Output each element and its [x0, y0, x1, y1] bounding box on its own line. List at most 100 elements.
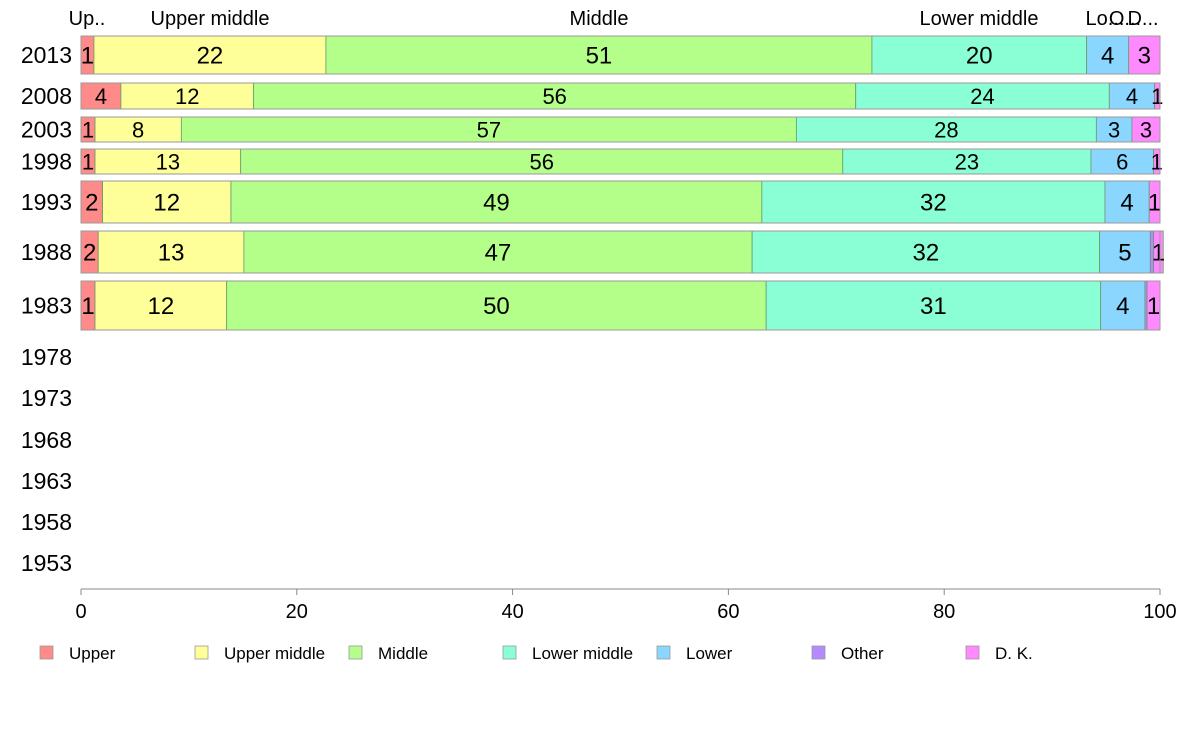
- segment-value-label: 2: [85, 190, 98, 217]
- segment-value-label: 6: [1116, 149, 1128, 174]
- x-tick-label: 40: [501, 601, 523, 623]
- legend-label: D. K.: [995, 644, 1033, 663]
- legend-label: Upper: [69, 644, 116, 663]
- segment-value-label: 4: [1116, 293, 1129, 320]
- year-label: 1958: [21, 509, 72, 535]
- legend-label: Other: [841, 644, 884, 663]
- segment-value-label: 56: [542, 84, 566, 109]
- year-label: 1998: [21, 149, 72, 175]
- x-tick-label: 100: [1143, 601, 1176, 623]
- segment-value-label: 1: [1151, 149, 1163, 174]
- segment-value-label: 28: [934, 117, 958, 142]
- segment-value-label: 20: [966, 43, 993, 70]
- segment-value-label: 12: [175, 84, 199, 109]
- bar-segment: [94, 148, 242, 175]
- bar-segment: [795, 116, 1097, 143]
- bar-segment: [1090, 148, 1154, 175]
- top-series-label: Middle: [570, 8, 629, 30]
- legend-swatch: [965, 645, 980, 660]
- legend-swatch: [348, 645, 363, 660]
- segment-value-label: 1: [1151, 84, 1163, 109]
- segment-value-label: 23: [955, 149, 979, 174]
- segment-value-label: 1: [1147, 293, 1160, 320]
- segment-value-label: 12: [147, 293, 174, 320]
- legend-label: Lower: [686, 644, 733, 663]
- bar-segment: [240, 148, 844, 175]
- legend-swatch: [502, 645, 517, 660]
- segment-value-label: 1: [81, 293, 94, 320]
- top-series-label: Upper middle: [151, 8, 270, 30]
- segment-value-label: 4: [95, 84, 107, 109]
- segment-value-label: 2: [83, 240, 96, 267]
- bar-segment: [230, 180, 763, 224]
- bar-segment: [253, 82, 857, 110]
- year-label: 1978: [21, 344, 72, 370]
- segment-value-label: 12: [153, 190, 180, 217]
- legend-swatch: [811, 645, 826, 660]
- segment-value-label: 4: [1120, 190, 1133, 217]
- segment-value-label: 3: [1108, 117, 1120, 142]
- bar-outline: [80, 180, 1161, 224]
- top-series-label: O...: [1109, 8, 1141, 30]
- segment-value-label: 3: [1138, 43, 1151, 70]
- segment-value-label: 1: [1152, 240, 1165, 267]
- bar-outline: [80, 82, 1161, 110]
- segment-value-label: 32: [913, 240, 940, 267]
- bar-outline: [80, 148, 1161, 175]
- x-tick-label: 20: [286, 601, 308, 623]
- top-series-label: D...: [1127, 8, 1158, 30]
- bar-segment: [94, 116, 182, 143]
- bar-segment: [325, 35, 873, 75]
- segment-value-label: 4: [1126, 84, 1138, 109]
- legend-label: Lower middle: [532, 644, 633, 663]
- bar-segment: [765, 280, 1102, 331]
- bar-segment: [102, 180, 232, 224]
- bar-outline: [80, 35, 1161, 75]
- x-tick-label: 0: [75, 601, 86, 623]
- year-label: 1983: [21, 293, 72, 319]
- segment-value-label: 24: [970, 84, 994, 109]
- top-series-label: Lower middle: [920, 8, 1039, 30]
- year-label: 2003: [21, 117, 72, 143]
- segment-value-label: 8: [132, 117, 144, 142]
- segment-value-label: 32: [920, 190, 947, 217]
- segment-value-label: 1: [82, 117, 94, 142]
- year-label: 2008: [21, 83, 72, 109]
- segment-value-label: 56: [529, 149, 553, 174]
- bar-segment: [1100, 280, 1146, 331]
- legend-swatch: [656, 645, 671, 660]
- bar-outline: [80, 116, 1161, 143]
- segment-value-label: 57: [477, 117, 501, 142]
- segment-value-label: 50: [483, 293, 510, 320]
- segment-value-label: 3: [1140, 117, 1152, 142]
- x-tick-label: 80: [933, 601, 955, 623]
- bar-segment: [1128, 35, 1161, 75]
- top-series-label: Up..: [69, 8, 106, 30]
- segment-value-label: 13: [156, 149, 180, 174]
- segment-value-label: 22: [197, 43, 224, 70]
- bar-segment: [1095, 116, 1133, 143]
- segment-value-label: 47: [485, 240, 512, 267]
- segment-value-label: 51: [586, 43, 613, 70]
- bar-outline: [80, 230, 1161, 274]
- year-label: 1953: [21, 550, 72, 576]
- segment-value-label: 5: [1118, 240, 1131, 267]
- bar-segment: [842, 148, 1092, 175]
- year-label: 1973: [21, 385, 72, 411]
- legend-swatch: [194, 645, 209, 660]
- bar-segment: [871, 35, 1088, 75]
- segment-value-label: 1: [1148, 190, 1161, 217]
- legend-label: Middle: [378, 644, 428, 663]
- legend-label: Upper middle: [224, 644, 325, 663]
- year-label: 1963: [21, 468, 72, 494]
- bar-outline: [80, 280, 1161, 331]
- year-label: 1988: [21, 239, 72, 265]
- segment-value-label: 1: [82, 149, 94, 174]
- legend-swatch: [39, 645, 54, 660]
- segment-value-label: 13: [158, 240, 185, 267]
- segment-value-label: 31: [920, 293, 947, 320]
- year-label: 2013: [21, 42, 72, 68]
- year-label: 1968: [21, 427, 72, 453]
